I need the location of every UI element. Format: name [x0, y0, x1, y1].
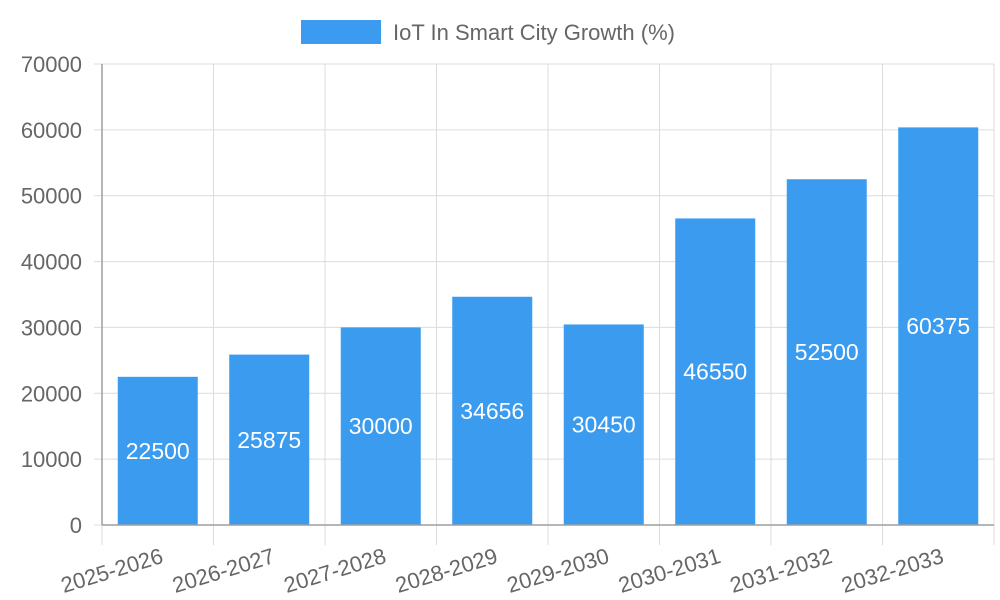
bar-value-label: 30450 [572, 412, 636, 438]
x-tick-label: 2028-2029 [392, 543, 500, 598]
bar[interactable] [340, 327, 421, 525]
bar-value-label: 34656 [460, 398, 524, 424]
bar-value-label: 30000 [349, 413, 413, 439]
y-tick-label: 10000 [21, 447, 82, 472]
y-tick-label: 50000 [21, 184, 82, 209]
bar-value-label: 46550 [683, 359, 747, 385]
bar-value-label: 52500 [795, 339, 859, 365]
bars: 22500 25875 30000 34656 30450 46550 52500 60375 [117, 127, 979, 525]
legend-swatch [301, 20, 381, 44]
x-tick-label: 2030-2031 [615, 543, 723, 598]
axes [101, 64, 994, 526]
bar[interactable] [675, 218, 756, 525]
bar[interactable] [229, 354, 310, 525]
x-tick-label: 2032-2033 [838, 543, 946, 598]
legend[interactable]: IoT In Smart City Growth (%) [301, 20, 675, 45]
bar[interactable] [563, 324, 644, 525]
bar-value-label: 22500 [126, 438, 190, 464]
x-tick-label: 2025-2026 [58, 543, 166, 598]
y-tick-label: 40000 [21, 250, 82, 275]
bar[interactable] [898, 127, 979, 525]
bar-value-label: 60375 [906, 313, 970, 339]
y-tick-label: 20000 [21, 381, 82, 406]
x-tick-label: 2031-2032 [727, 543, 835, 598]
y-tick-label: 0 [70, 513, 82, 538]
bar-value-label: 25875 [237, 427, 301, 453]
x-tick-label: 2029-2030 [504, 543, 612, 598]
x-tick-label: 2027-2028 [281, 543, 389, 598]
bar[interactable] [117, 376, 198, 525]
y-tick-label: 30000 [21, 315, 82, 340]
x-tick-label: 2026-2027 [169, 543, 277, 598]
bar[interactable] [452, 296, 533, 525]
legend-label: IoT In Smart City Growth (%) [393, 20, 675, 45]
bar[interactable] [786, 179, 867, 525]
y-tick-label: 60000 [21, 118, 82, 143]
y-tick-label: 70000 [21, 52, 82, 77]
